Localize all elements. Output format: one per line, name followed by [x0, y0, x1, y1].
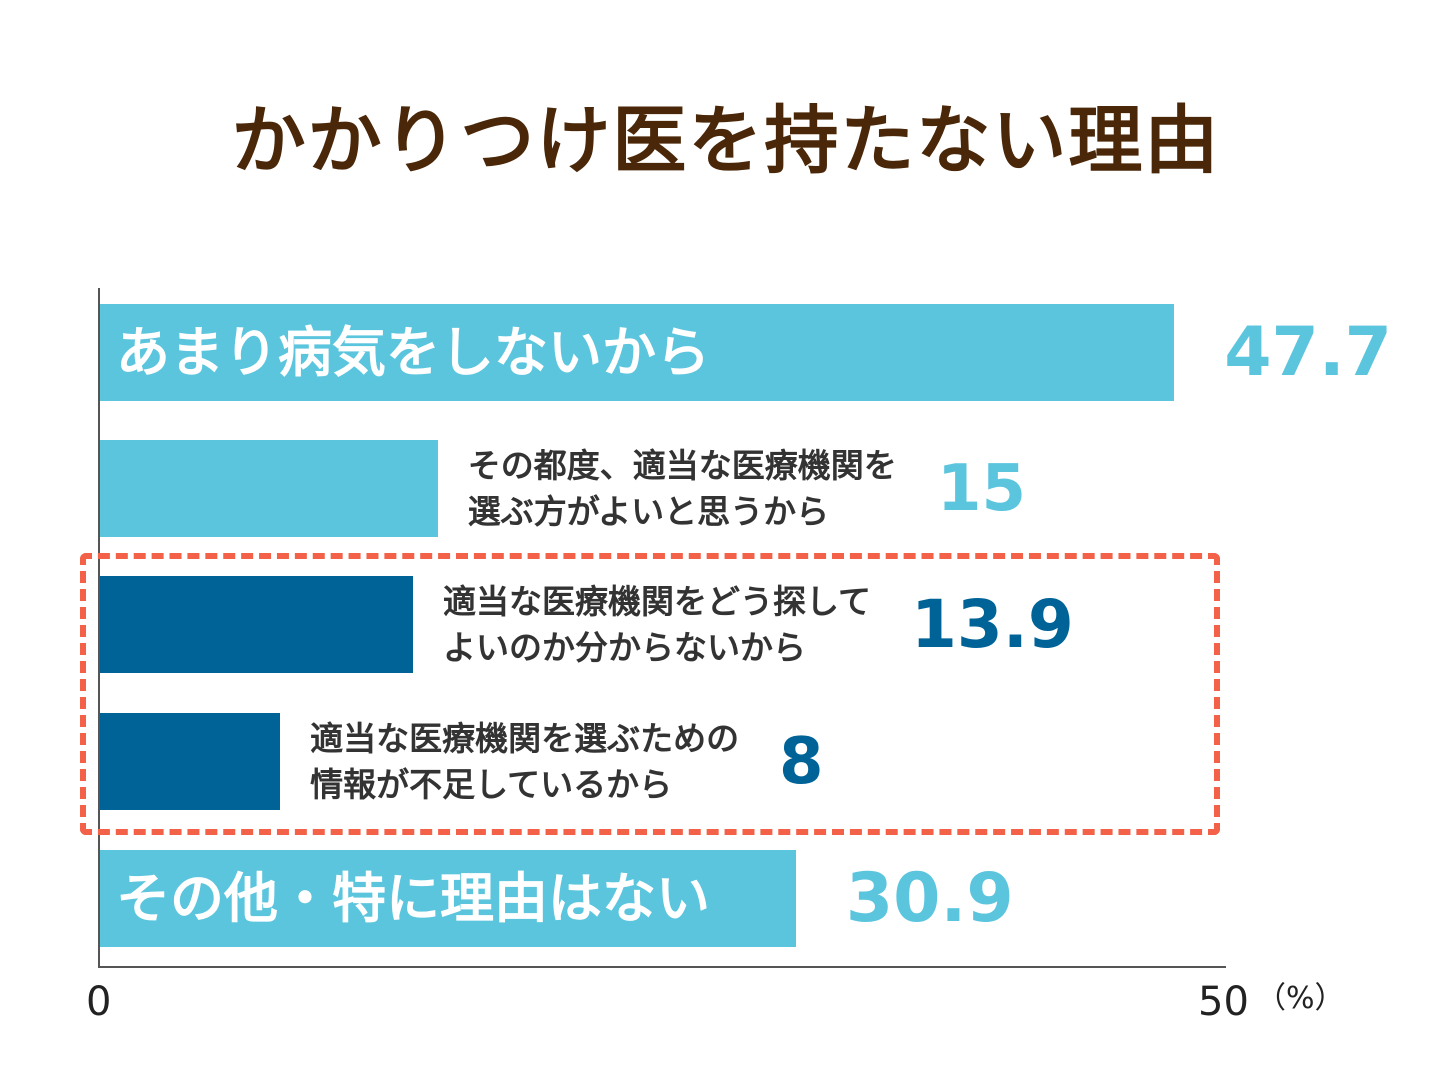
- x-axis-unit: （%）: [1256, 981, 1345, 1016]
- value-label-0: 47.7: [1224, 312, 1392, 392]
- value-label-1: 15: [937, 451, 1027, 526]
- x-tick-label-0: 0: [86, 979, 112, 1025]
- bar-1: [100, 440, 438, 537]
- bar-4: [100, 850, 796, 947]
- value-label-3: 8: [779, 724, 824, 799]
- y-axis-line: [98, 288, 100, 968]
- bar-label-2: 適当な医療機関をどう探して よいのか分からないから: [443, 581, 872, 667]
- bar-label-4: その他・特に理由はない: [116, 866, 710, 930]
- x-axis-line: [98, 966, 1226, 968]
- bar-label-0: あまり病気をしないから: [116, 320, 710, 384]
- bar-label-1: その都度、適当な医療機関を 選ぶ方がよいと思うから: [467, 445, 897, 531]
- value-label-4: 30.9: [845, 858, 1014, 938]
- highlight-box: [80, 553, 1220, 835]
- x-tick-label-50: 50: [1198, 979, 1249, 1025]
- bar-2: [100, 576, 414, 673]
- bar-3: [100, 713, 281, 810]
- chart-title: かかりつけ医を持たない理由: [231, 98, 1221, 184]
- bar-0: [100, 304, 1175, 401]
- value-label-2: 13.9: [911, 585, 1074, 663]
- bar-label-3: 適当な医療機関を選ぶための 情報が不足しているから: [310, 718, 740, 804]
